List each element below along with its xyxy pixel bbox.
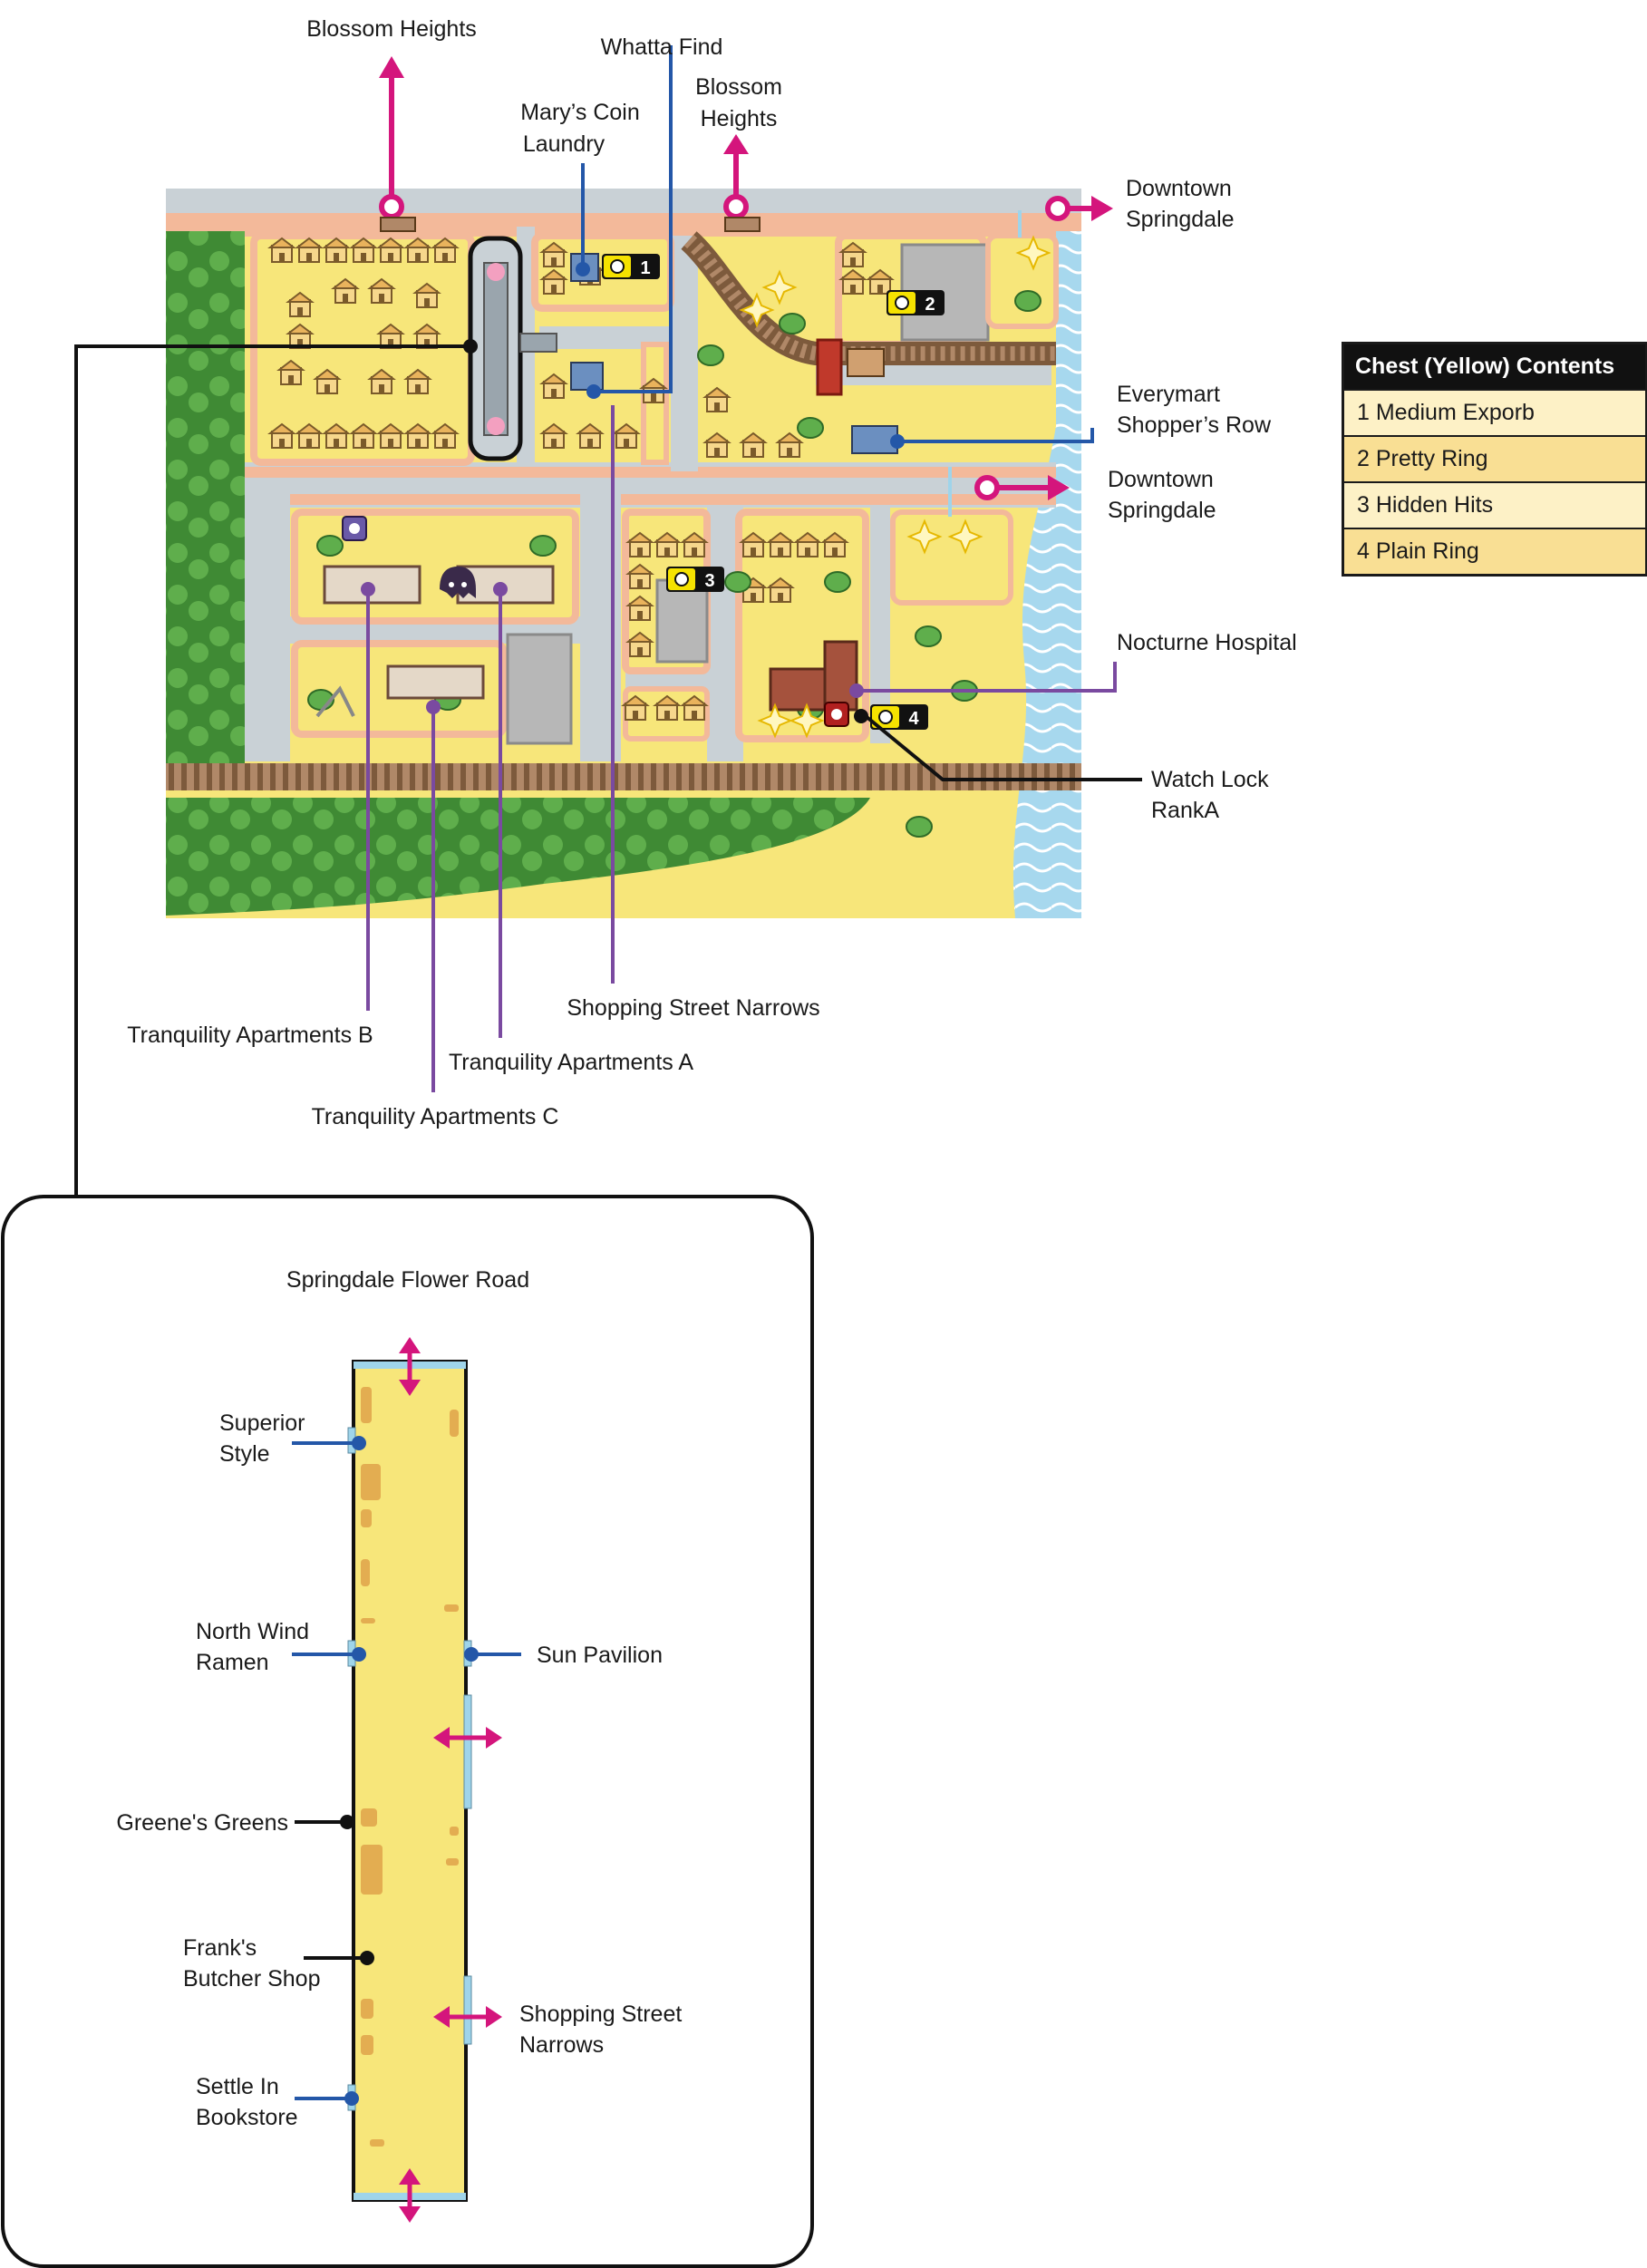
exit-arrow-heads bbox=[379, 56, 1113, 500]
label-tranquility-apartments-b: Tranquility Apartments B bbox=[127, 1023, 373, 1048]
pointer-lines bbox=[74, 45, 1142, 1197]
chest-marker-4[interactable]: 4 bbox=[870, 704, 928, 730]
hospital-building bbox=[769, 667, 827, 712]
arrow-down-icon bbox=[399, 2206, 421, 2223]
arrow-up-icon bbox=[379, 56, 404, 78]
sparkles bbox=[739, 235, 1051, 739]
label-blossom-heights-mid-2: Heights bbox=[701, 106, 778, 131]
arrow-up-icon bbox=[399, 2168, 421, 2185]
chest-marker-1[interactable]: 1 bbox=[602, 254, 660, 279]
label-marys-coin-laundry-2: Laundry bbox=[523, 131, 606, 157]
label-sun-pavilion: Sun Pavilion bbox=[537, 1643, 663, 1668]
label-shopping-street-narrows-2: Narrows bbox=[519, 2032, 604, 2058]
label-everymart-1: Everymart bbox=[1117, 382, 1220, 407]
label-nocturne-hospital: Nocturne Hospital bbox=[1117, 630, 1297, 655]
label-marys-coin-laundry-1: Mary’s Coin bbox=[520, 100, 640, 125]
inset-pointer-lines bbox=[292, 1441, 521, 2100]
label-everymart-2: Shopper’s Row bbox=[1117, 412, 1272, 438]
apartment-c-building bbox=[386, 664, 485, 700]
rail-crossing bbox=[816, 338, 843, 396]
label-downtown-springdale-mid-1: Downtown bbox=[1108, 467, 1214, 492]
arrow-right-icon bbox=[1091, 196, 1113, 221]
road-vertical-mid bbox=[580, 489, 621, 761]
legend-row-4: 4 Plain Ring bbox=[1344, 528, 1645, 574]
chest-number: 1 bbox=[640, 258, 650, 278]
label-blossom-heights-mid-1: Blossom bbox=[695, 74, 782, 100]
chest-marker-2[interactable]: 2 bbox=[886, 290, 945, 315]
label-downtown-springdale-mid-2: Springdale bbox=[1108, 498, 1216, 523]
label-north-wind-ramen-1: North Wind bbox=[196, 1619, 309, 1644]
label-superior-style-2: Style bbox=[219, 1441, 270, 1467]
chest-legend: Chest (Yellow) Contents 1 Medium Exporb … bbox=[1342, 342, 1647, 577]
chest-number: 2 bbox=[925, 295, 935, 315]
railroad-south bbox=[166, 763, 1081, 790]
label-whatta-find: Whatta Find bbox=[601, 34, 723, 60]
inset-arrow-heads bbox=[399, 1337, 502, 2223]
label-franks-butcher-shop-1: Frank's bbox=[183, 1935, 257, 1961]
label-settle-in-bookstore-2: Bookstore bbox=[196, 2105, 298, 2130]
ghost-npc-icon[interactable] bbox=[440, 567, 476, 598]
flower-road-strip bbox=[347, 1360, 472, 2202]
label-blossom-heights-left: Blossom Heights bbox=[306, 16, 477, 42]
legend-title: Chest (Yellow) Contents bbox=[1344, 344, 1645, 389]
label-downtown-springdale-top-1: Downtown bbox=[1126, 176, 1232, 201]
forest-south bbox=[166, 798, 870, 916]
label-settle-in-bookstore-1: Settle In bbox=[196, 2074, 279, 2099]
legend-row-3: 3 Hidden Hits bbox=[1344, 481, 1645, 528]
label-north-wind-ramen-2: Ramen bbox=[196, 1650, 269, 1675]
inset-title: Springdale Flower Road bbox=[286, 1267, 529, 1293]
label-greenes-greens: Greene's Greens bbox=[116, 1810, 288, 1836]
arrow-left-icon bbox=[433, 1727, 450, 1749]
arrow-down-icon bbox=[399, 1380, 421, 1396]
exit-arrows bbox=[379, 74, 1097, 500]
arrow-right-icon bbox=[1048, 475, 1070, 500]
arrow-right-icon bbox=[486, 1727, 502, 1749]
legend-row-2: 2 Pretty Ring bbox=[1344, 435, 1645, 481]
forest-west bbox=[166, 231, 245, 789]
arrow-up-icon bbox=[399, 1337, 421, 1353]
chest-number: 4 bbox=[908, 709, 919, 729]
chest-number: 3 bbox=[704, 571, 714, 591]
label-shopping-street-narrows-1: Shopping Street bbox=[519, 2001, 682, 2027]
arrow-up-icon bbox=[723, 134, 749, 154]
inset-pointer-dots bbox=[340, 1436, 479, 2106]
label-downtown-springdale-top-2: Springdale bbox=[1126, 207, 1235, 232]
label-tranquility-apartments-c: Tranquility Apartments C bbox=[312, 1104, 559, 1129]
pointer-dots bbox=[361, 262, 905, 723]
label-shopping-street-narrows: Shopping Street Narrows bbox=[567, 995, 819, 1021]
label-watch-lock-1: Watch Lock bbox=[1151, 767, 1269, 792]
arrow-left-icon bbox=[433, 2006, 450, 2028]
chest-marker-3[interactable]: 3 bbox=[666, 567, 724, 592]
label-watch-lock-2: RankA bbox=[1151, 798, 1219, 823]
arrow-right-icon bbox=[486, 2006, 502, 2028]
river bbox=[1012, 231, 1081, 918]
legend-row-1: 1 Medium Exporb bbox=[1344, 389, 1645, 435]
label-tranquility-apartments-a: Tranquility Apartments A bbox=[449, 1050, 693, 1075]
label-superior-style-1: Superior bbox=[219, 1410, 305, 1436]
label-franks-butcher-shop-2: Butcher Shop bbox=[183, 1966, 321, 1992]
